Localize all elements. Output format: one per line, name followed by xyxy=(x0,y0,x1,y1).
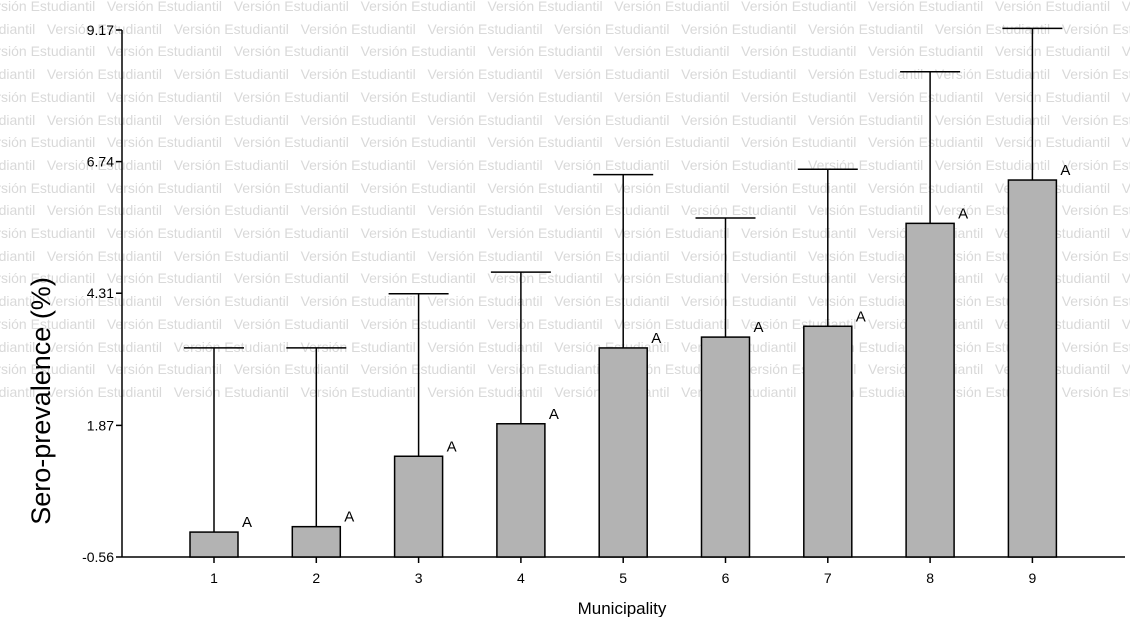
x-tick-label: 8 xyxy=(926,570,934,586)
x-tick-label: 2 xyxy=(312,570,320,586)
bar xyxy=(292,527,340,557)
bar-annotation: A xyxy=(242,514,252,531)
bar-annotation: A xyxy=(549,406,559,423)
y-tick-label: 1.87 xyxy=(87,417,114,433)
bar-annotation: A xyxy=(651,330,661,347)
x-tick-label: 4 xyxy=(517,570,525,586)
bar xyxy=(190,532,238,557)
x-tick-label: 9 xyxy=(1029,570,1037,586)
bar xyxy=(395,456,443,557)
x-tick-label: 6 xyxy=(722,570,730,586)
bar xyxy=(497,424,545,557)
x-tick-label: 7 xyxy=(824,570,832,586)
x-tick-label: 5 xyxy=(619,570,627,586)
bar xyxy=(702,337,750,557)
bar-annotation: A xyxy=(344,509,354,526)
bar-annotation: A xyxy=(754,319,764,336)
y-tick-label: -0.56 xyxy=(82,549,114,565)
bar-annotation: A xyxy=(958,205,968,222)
y-axis-label: Sero-prevalence (%) xyxy=(26,277,56,525)
bar xyxy=(599,348,647,557)
x-tick-label: 1 xyxy=(210,570,218,586)
bar-annotation: A xyxy=(1060,162,1070,179)
x-tick-label: 3 xyxy=(415,570,423,586)
bar xyxy=(906,223,954,557)
bar xyxy=(1008,180,1056,557)
bar xyxy=(804,326,852,557)
y-tick-label: 4.31 xyxy=(87,285,114,301)
x-axis-label: Municipality xyxy=(578,599,667,617)
y-tick-label: 6.74 xyxy=(87,154,114,170)
bar-annotation: A xyxy=(856,308,866,325)
bar-annotation: A xyxy=(447,438,457,455)
y-tick-label: 9.17 xyxy=(87,22,114,38)
